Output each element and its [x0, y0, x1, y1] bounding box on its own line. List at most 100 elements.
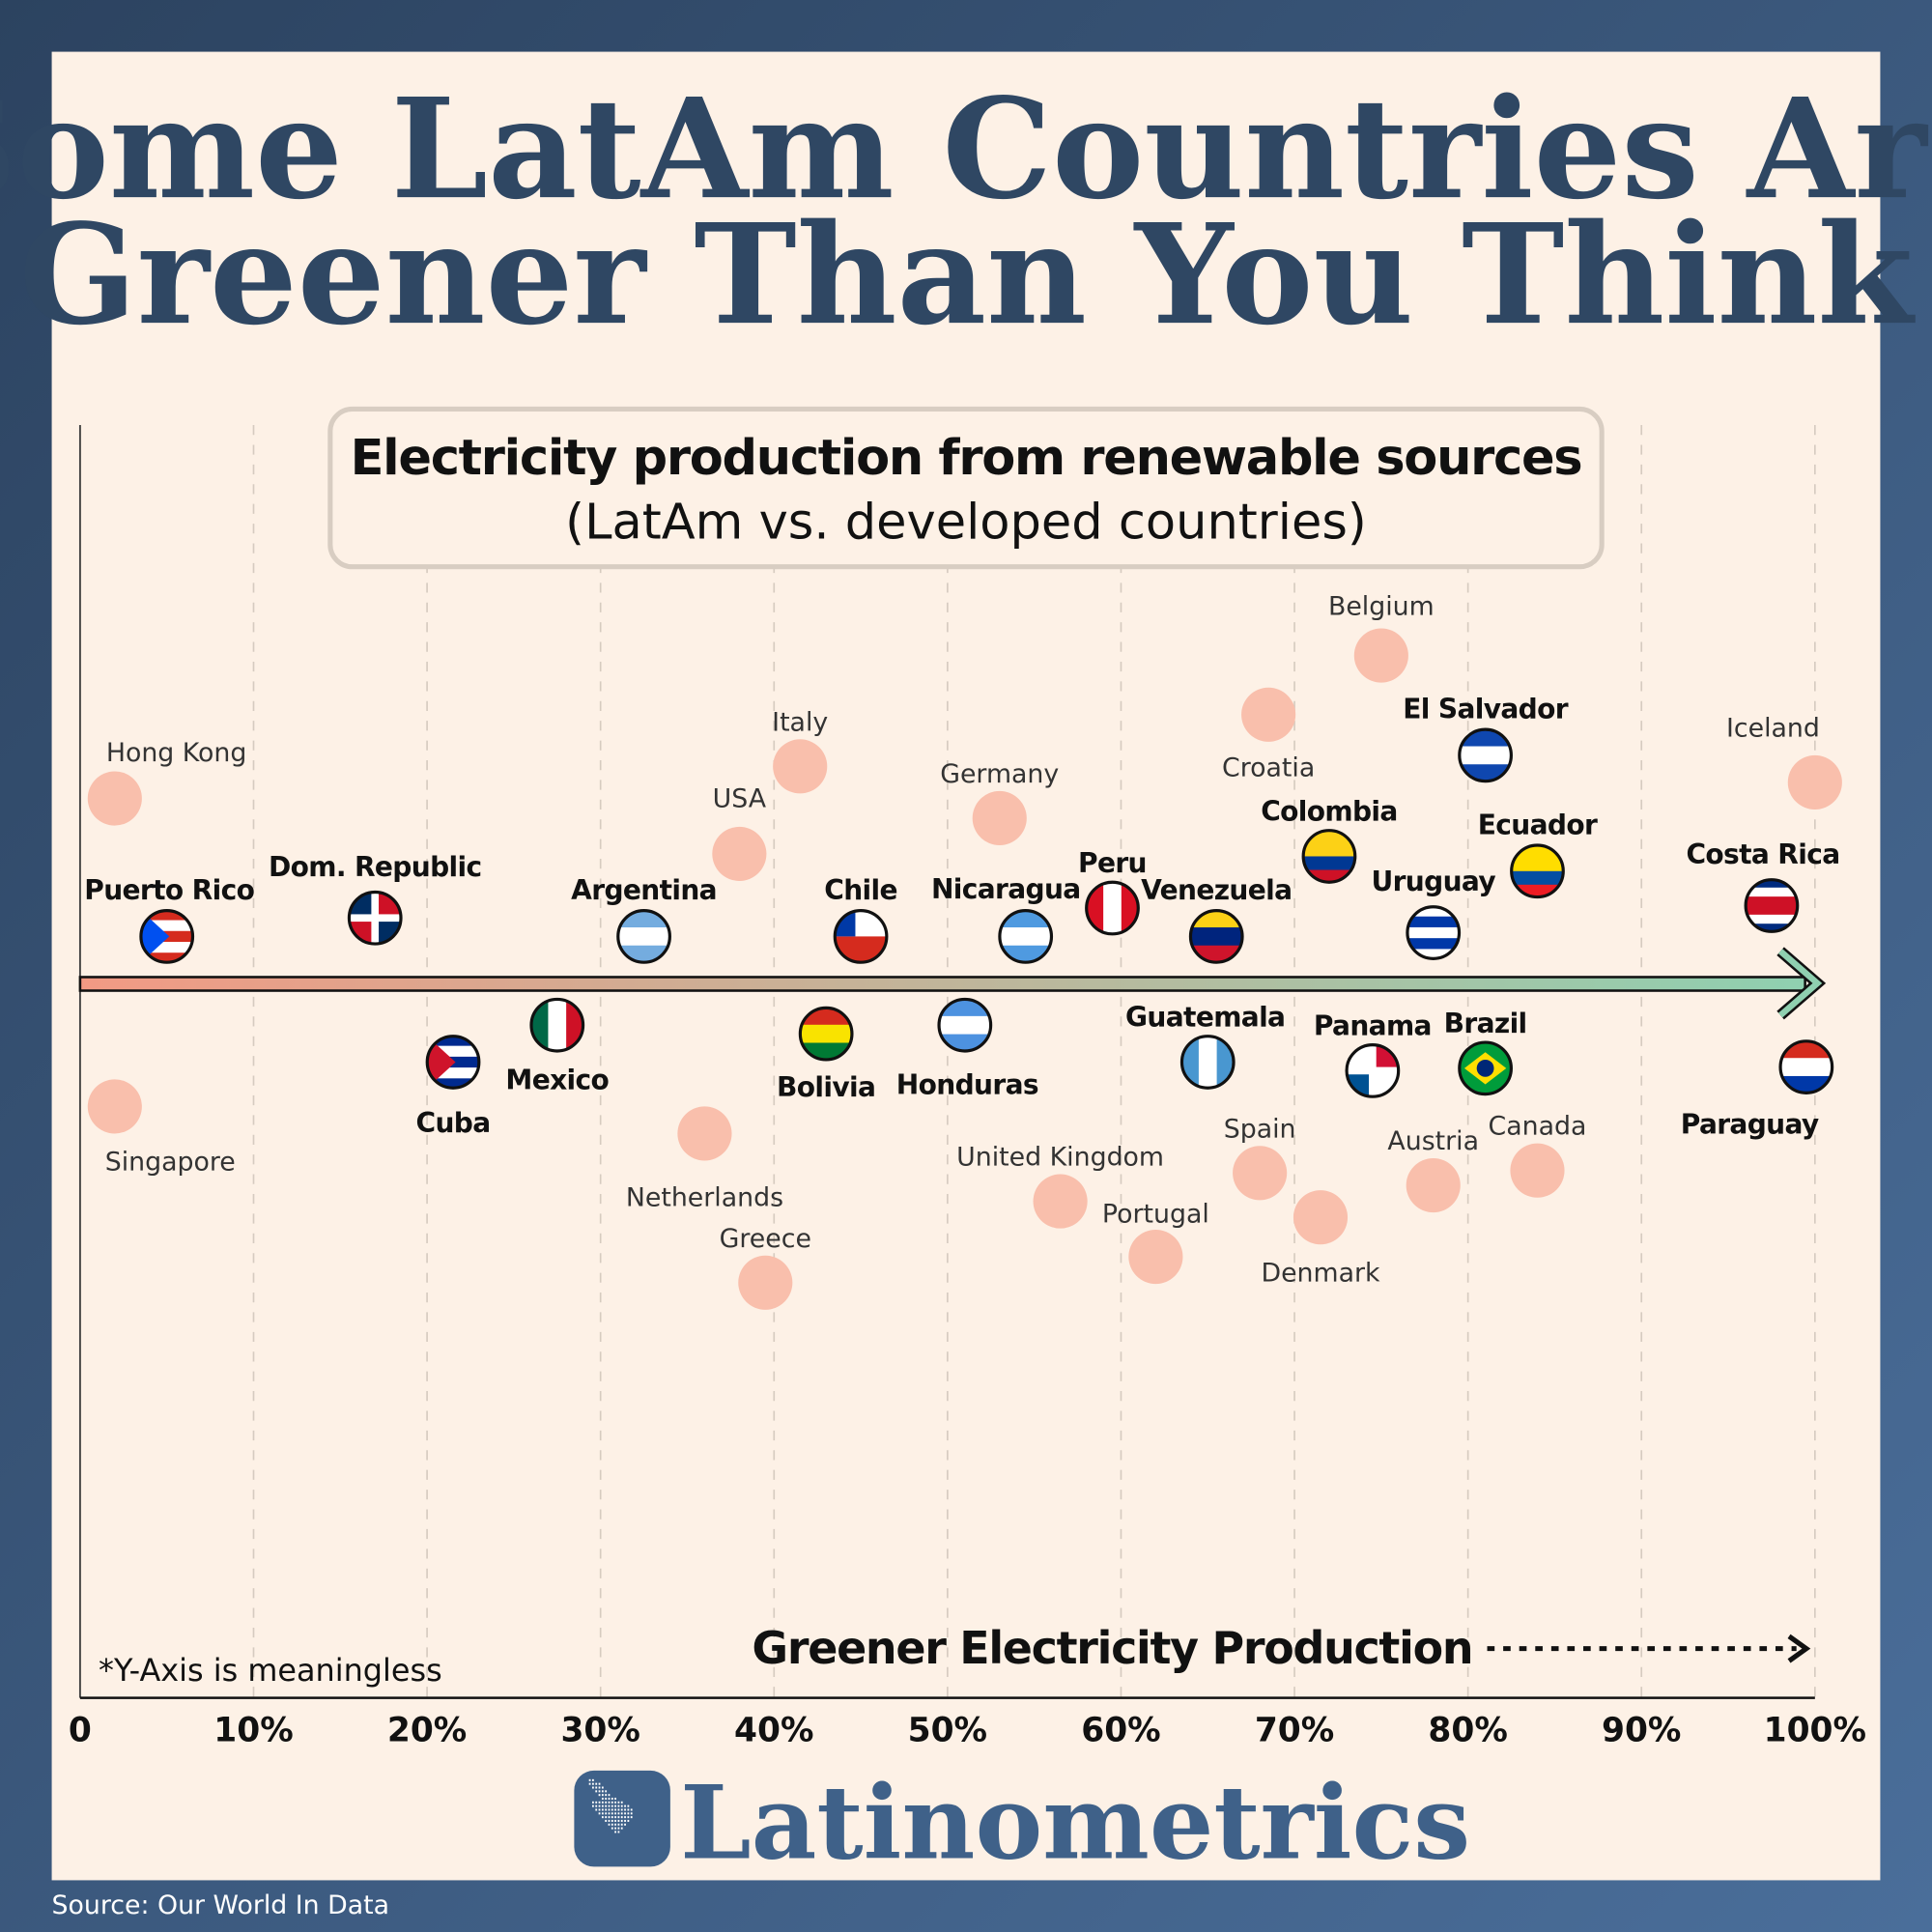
point-label: Spain: [1224, 1114, 1296, 1144]
map-dot: [611, 1819, 613, 1822]
map-dot: [601, 1786, 604, 1789]
map-dot: [624, 1812, 626, 1815]
dot-marker-singapore: Singapore: [87, 1079, 236, 1178]
map-dot: [601, 1808, 604, 1811]
point-label: Dom. Republic: [269, 851, 481, 883]
point-label: Venezuela: [1141, 874, 1292, 906]
point-label: Austria: [1387, 1126, 1479, 1156]
data-dot: [1353, 628, 1408, 683]
flag-outline: [1085, 880, 1140, 936]
dot-marker-austria: Austria: [1387, 1126, 1479, 1213]
brand-name: Latinometrics: [680, 1763, 1470, 1882]
point-label: Germany: [940, 759, 1059, 789]
dotted-arrow: [1487, 1634, 1811, 1663]
flag-outline: [425, 1035, 481, 1090]
data-dot: [773, 739, 828, 794]
x-tick-label: 90%: [1602, 1711, 1681, 1749]
map-dot: [617, 1804, 620, 1807]
map-dot: [605, 1812, 608, 1815]
map-dot: [614, 1827, 617, 1830]
point-label: USA: [713, 783, 767, 813]
direction-label: Greener Electricity Production: [752, 1622, 1472, 1674]
point-label: Singapore: [105, 1148, 236, 1178]
dot-marker-usa: USA: [712, 783, 767, 881]
point-label: Mexico: [505, 1065, 609, 1096]
map-dot: [605, 1790, 608, 1793]
chart-subtitle: (LatAm vs. developed countries): [565, 494, 1367, 551]
map-dot: [598, 1812, 601, 1815]
flag-outline: [1188, 909, 1244, 964]
flag-outline: [1510, 843, 1565, 899]
map-dot: [611, 1801, 613, 1804]
map-dot: [614, 1808, 617, 1811]
point-label: Croatia: [1222, 753, 1315, 783]
flag-icon: [1746, 879, 1798, 932]
dot-marker-hong-kong: Hong Kong: [87, 738, 247, 826]
flag-marker-brazil: Brazil: [1444, 1008, 1527, 1096]
dot-marker-iceland: Iceland: [1726, 714, 1842, 810]
map-dot: [620, 1816, 623, 1819]
map-dot: [620, 1827, 623, 1830]
map-dot: [598, 1782, 601, 1785]
point-label: Hong Kong: [106, 738, 247, 768]
map-dot: [614, 1816, 617, 1819]
dot-marker-spain: Spain: [1224, 1114, 1296, 1201]
flag-marker-el-salvador: El Salvador: [1403, 694, 1569, 783]
x-tick-label: 60%: [1081, 1711, 1160, 1749]
x-tick-label: 40%: [734, 1711, 813, 1749]
title-line-2: Greener Than You Think: [19, 193, 1917, 355]
map-dot: [592, 1782, 594, 1785]
map-dot: [617, 1819, 620, 1822]
flag-marker-dom-republic: Dom. Republic: [269, 851, 482, 946]
map-dot: [624, 1804, 626, 1807]
map-dot: [598, 1786, 601, 1789]
title-line-1: Some LatAm Countries Are: [0, 68, 1932, 230]
flag-outline: [139, 909, 195, 964]
map-dot: [598, 1804, 601, 1807]
map-dot: [608, 1801, 611, 1804]
map-dot: [608, 1812, 611, 1815]
map-dot: [592, 1801, 594, 1804]
flag-marker-uruguay: Uruguay: [1371, 866, 1496, 960]
x-tick-label: 20%: [387, 1711, 467, 1749]
map-dot: [614, 1797, 617, 1801]
flag-outline: [937, 997, 993, 1053]
map-dot: [630, 1808, 633, 1811]
map-dot: [630, 1812, 633, 1815]
map-dot: [614, 1819, 617, 1822]
point-label: Chile: [824, 874, 897, 906]
data-dot: [1033, 1174, 1088, 1229]
map-dot: [605, 1801, 608, 1804]
green-arrow: [78, 947, 1827, 1020]
chart-title: Electricity production from renewable so…: [351, 430, 1582, 487]
flag-outline: [998, 909, 1054, 964]
point-label: Iceland: [1726, 714, 1820, 744]
map-dot: [601, 1797, 604, 1801]
map-dot: [598, 1808, 601, 1811]
point-label: Bolivia: [777, 1071, 875, 1103]
map-dot: [620, 1812, 623, 1815]
map-dot: [627, 1812, 630, 1815]
x-tick-label: 0: [69, 1711, 92, 1749]
dot-marker-belgium: Belgium: [1328, 591, 1435, 683]
data-dot: [972, 790, 1027, 845]
dot-marker-portugal: Portugal: [1102, 1199, 1209, 1285]
flag-outline: [1458, 727, 1513, 783]
point-label: United Kingdom: [956, 1143, 1164, 1173]
dot-marker-netherlands: Netherlands: [626, 1106, 783, 1213]
flag-icon: [140, 910, 193, 963]
map-dot: [611, 1816, 613, 1819]
point-label: Portugal: [1102, 1199, 1209, 1229]
point-label: Denmark: [1261, 1259, 1380, 1289]
point-label: Ecuador: [1478, 810, 1598, 841]
map-dot: [611, 1804, 613, 1807]
x-tick-label: 10%: [213, 1711, 293, 1749]
x-tick-label: 100%: [1764, 1711, 1866, 1749]
data-dot: [1510, 1143, 1565, 1198]
flag-marker-paraguay: Paraguay: [1681, 1039, 1834, 1140]
chart-subtitle-box: Electricity production from renewable so…: [327, 406, 1605, 570]
map-dot: [620, 1823, 623, 1826]
flag-outline: [798, 1006, 854, 1062]
map-dot: [601, 1794, 604, 1797]
map-dot: [608, 1797, 611, 1801]
